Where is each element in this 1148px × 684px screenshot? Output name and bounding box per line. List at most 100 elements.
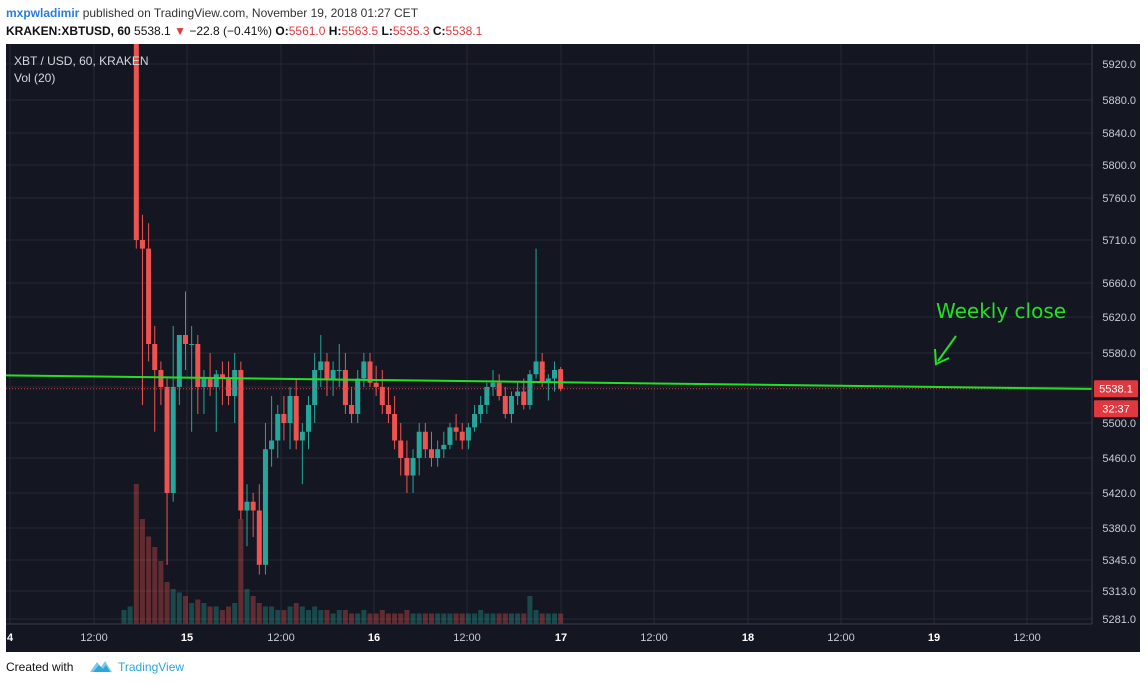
tradingview-logo-icon[interactable] [88, 656, 114, 676]
volume-bar [496, 613, 502, 624]
price-chart[interactable]: Weekly close 5920.0 5880.0 5840.0 5800.0 576… [6, 44, 1140, 652]
volume-bar [287, 606, 293, 624]
volume-bar [355, 613, 361, 624]
volume-bar [336, 610, 342, 624]
volume-bar [552, 613, 557, 624]
price-tick-label: 5345.0 [1102, 555, 1136, 567]
volume-bar [527, 596, 533, 624]
candle-body [558, 369, 564, 389]
time-axis-background [6, 624, 1140, 652]
volume-bar [207, 606, 213, 624]
candle-body [367, 361, 373, 383]
volume-bar [170, 589, 176, 624]
time-tick-label: 4 [7, 632, 14, 644]
candle-body [459, 431, 465, 441]
current-price-tag [1094, 380, 1138, 398]
high-label: H: [328, 24, 342, 38]
volume-bar [379, 610, 385, 624]
volume-bar [189, 603, 195, 624]
volume-bar [262, 606, 268, 624]
volume-bar [539, 613, 545, 624]
volume-bar [521, 613, 527, 624]
candle-body [539, 361, 545, 383]
volume-bar [465, 613, 471, 624]
candle-body [508, 396, 514, 414]
annotation-text: Weekly close [936, 299, 1066, 323]
time-axis[interactable]: 4 12:00 15 12:00 16 12:00 17 12:00 18 12:00 19 12:0… [7, 632, 1041, 644]
author-link[interactable]: mxpwladimir [6, 6, 80, 20]
volume-bar [256, 603, 262, 624]
current-price-label: 5538.1 [1099, 384, 1133, 396]
volume-bar [146, 536, 152, 624]
candle-body [318, 361, 324, 370]
volume-bar [281, 610, 287, 624]
volume-bar [472, 613, 478, 624]
price-tick-label: 5500.0 [1102, 418, 1136, 430]
volume-bar [447, 613, 453, 624]
candle-body [158, 370, 164, 387]
price-axis[interactable]: 5920.0 5880.0 5840.0 5800.0 5760.0 5710.0 5660… [1102, 59, 1136, 626]
candle-body [336, 370, 342, 371]
annotation-arrow-shaft [937, 335, 957, 362]
time-tick-label: 16 [368, 632, 380, 644]
chart-area[interactable]: Weekly close 5920.0 5880.0 5840.0 5800.0 576… [6, 44, 1140, 652]
chart-header: mxpwladimir published on TradingView.com… [0, 0, 1148, 44]
volume-bar [330, 613, 336, 624]
candle-body [170, 387, 176, 493]
candle-body [502, 396, 508, 414]
volume-bar [459, 613, 465, 624]
candle-body [533, 361, 539, 375]
trend-line[interactable] [6, 374, 1140, 396]
volume-bar [299, 606, 305, 624]
price-tick-label: 5920.0 [1102, 59, 1136, 71]
time-tick-label: 18 [742, 632, 754, 644]
volume-bar [306, 610, 311, 624]
candle-body [435, 449, 441, 458]
volume-bar [195, 599, 201, 624]
volume-bar [164, 582, 170, 624]
volume-bar [385, 613, 391, 624]
candle-body [164, 387, 170, 493]
candle-body [410, 458, 416, 476]
candle-body [312, 370, 318, 405]
candle-body [484, 387, 490, 405]
volume-legend: Vol (20) [14, 71, 55, 85]
high-value: 5563.5 [341, 24, 379, 38]
candle-body [275, 414, 281, 441]
volume-bar [269, 606, 275, 624]
volume-bar [441, 613, 447, 624]
candle-body [398, 440, 404, 458]
volume-bar [435, 613, 441, 624]
candle-body [293, 396, 299, 441]
countdown-label: 32:37 [1102, 404, 1130, 416]
candle-body [201, 378, 207, 387]
tradingview-brand-link[interactable]: TradingView [118, 660, 185, 674]
time-tick-label: 12:00 [827, 632, 855, 644]
price-tick-label: 5660.0 [1102, 278, 1136, 290]
volume-bar [429, 613, 434, 624]
down-triangle-icon: ▼ [174, 24, 186, 38]
candle-body [219, 374, 225, 379]
weekly-close-annotation[interactable]: Weekly close [934, 299, 1066, 366]
time-tick-label: 15 [181, 632, 193, 644]
open-label: O: [275, 24, 289, 38]
candle-body [453, 427, 459, 432]
candle-body [515, 391, 521, 396]
candle-body [256, 510, 262, 565]
candle-body [385, 405, 391, 414]
time-tick-label: 19 [928, 632, 940, 644]
price-tick-label: 5380.0 [1102, 523, 1136, 535]
volume-bar [250, 596, 256, 624]
candle-body [262, 449, 268, 565]
created-with-text: Created with [6, 660, 74, 674]
candle-body [416, 431, 422, 458]
candle-body [342, 370, 348, 405]
candle-body [176, 335, 182, 387]
candle-body [250, 501, 256, 511]
candle-body [146, 248, 152, 344]
volume-bar [410, 613, 416, 624]
symbol-label: KRAKEN:XBTUSD, 60 [6, 24, 131, 38]
time-tick-label: 17 [555, 632, 567, 644]
volume-bar [342, 610, 348, 624]
candle-body [373, 382, 379, 387]
